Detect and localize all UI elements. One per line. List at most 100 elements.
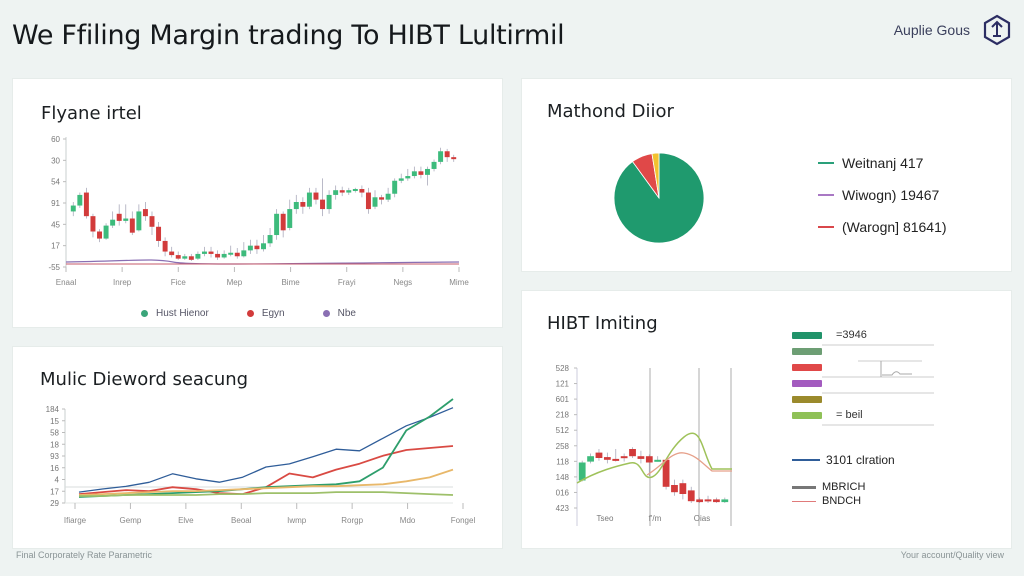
brand-name: Auplie Gous <box>893 22 970 38</box>
svg-text:Enaal: Enaal <box>56 278 77 287</box>
svg-text:512: 512 <box>556 426 570 435</box>
svg-text:18: 18 <box>50 440 59 449</box>
svg-text:60: 60 <box>51 135 60 144</box>
legend-line-icon <box>792 500 816 502</box>
legend-swatch-icon <box>792 379 822 387</box>
svg-text:148: 148 <box>556 473 570 482</box>
footer-right[interactable]: Your account/Quality view <box>900 550 1004 560</box>
svg-text:528: 528 <box>556 364 570 373</box>
svg-text:258: 258 <box>556 442 570 451</box>
legend-label: MBRICH <box>822 481 866 493</box>
svg-text:016: 016 <box>556 488 570 497</box>
svg-text:Oias: Oias <box>694 514 710 523</box>
legend-dot-icon <box>141 310 148 317</box>
svg-text:601: 601 <box>556 395 570 404</box>
svg-text:91: 91 <box>51 199 60 208</box>
svg-text:Rorgp: Rorgp <box>341 516 363 525</box>
legend-dot-icon <box>246 310 254 317</box>
svg-text:Mep: Mep <box>227 278 243 287</box>
svg-text:f'/m: f'/m <box>649 514 662 523</box>
svg-text:218: 218 <box>556 411 570 420</box>
line-chart[interactable]: 184 15 58 18 93 16 4 17 29 Ifiarge Gemp Elve Beoal Iw… <box>13 347 504 550</box>
legend-label: Nbe <box>337 308 356 319</box>
svg-text:Iwmp: Iwmp <box>287 516 307 525</box>
svg-text:Inrep: Inrep <box>113 278 132 287</box>
svg-text:Frayi: Frayi <box>338 278 356 287</box>
legend-item: 3101 clration <box>792 453 895 467</box>
legend-label: Egyn <box>261 308 285 319</box>
legend-bar-row: =3946 <box>792 327 942 343</box>
legend-bar-row <box>792 359 942 375</box>
svg-text:30: 30 <box>51 156 60 165</box>
svg-text:54: 54 <box>51 178 60 187</box>
svg-text:-55: -55 <box>48 263 60 272</box>
legend-item: MBRICH <box>792 481 895 493</box>
legend-bar-row <box>792 375 942 391</box>
legend-label: Wiwogn) 19467 <box>842 187 940 203</box>
legend-swatch-icon <box>792 347 822 355</box>
footer-left: Final Corporately Rate Parametric <box>16 550 153 560</box>
bar-legend: =3946 = beil <box>792 327 942 423</box>
hibt-chart[interactable]: 528 121 601 218 512 258 118 148 016 423 Tseo f'/m Oi… <box>522 291 1013 550</box>
svg-text:29: 29 <box>50 499 59 508</box>
svg-text:121: 121 <box>556 380 570 389</box>
svg-text:184: 184 <box>46 405 60 414</box>
svg-text:45: 45 <box>51 220 60 229</box>
svg-text:Mdo: Mdo <box>400 516 416 525</box>
panel-title: Flyane irtel <box>41 103 142 124</box>
svg-text:118: 118 <box>556 457 569 466</box>
svg-text:16: 16 <box>50 464 59 473</box>
pie-panel: Mathond Diior Weitnanj 417 Wiwogn) 19467… <box>521 78 1012 272</box>
svg-text:15: 15 <box>50 417 59 426</box>
brand[interactable]: Auplie Gous <box>894 14 1012 46</box>
svg-text:423: 423 <box>556 504 570 513</box>
pie-chart[interactable] <box>522 79 1013 273</box>
svg-text:Ifiarge: Ifiarge <box>64 516 87 525</box>
legend-line-icon <box>818 194 834 196</box>
svg-text:Gemp: Gemp <box>120 516 142 525</box>
chart-legend: Hust Hienor Egyn Nbe <box>141 308 356 319</box>
legend-swatch-icon <box>792 331 822 339</box>
svg-text:Mime: Mime <box>449 278 469 287</box>
legend-line-icon <box>792 459 820 461</box>
svg-text:Tseo: Tseo <box>597 514 614 523</box>
legend-bar-row: = beil <box>792 407 942 423</box>
legend-label: Hust Hienor <box>156 308 209 319</box>
legend-label: Weitnanj 417 <box>842 155 924 171</box>
legend-label: = beil <box>836 409 863 421</box>
legend-swatch-icon <box>792 363 822 371</box>
svg-text:58: 58 <box>50 429 59 438</box>
legend-label: =3946 <box>836 329 867 341</box>
candlestick-chart[interactable]: 60 30 54 91 45 17 -55 Enaal Inrep Fice Mep Bime Fray… <box>13 79 504 329</box>
legend-dot-icon <box>322 310 330 317</box>
svg-text:Negs: Negs <box>394 278 413 287</box>
legend-bar-row <box>792 343 942 359</box>
candlestick-panel: Flyane irtel 60 30 54 91 45 17 -55 Enaal Inrep Fi… <box>12 78 503 328</box>
legend-line-icon <box>818 162 834 164</box>
svg-text:17: 17 <box>51 242 60 251</box>
legend-label: 3101 clration <box>826 453 895 467</box>
legend-line-icon <box>792 485 816 489</box>
legend-swatch-icon <box>792 395 822 403</box>
legend-label: (Warogn] 81641) <box>842 219 947 235</box>
svg-text:4: 4 <box>55 476 60 485</box>
svg-text:Elve: Elve <box>178 516 194 525</box>
panel-title: Mathond Diior <box>547 101 674 122</box>
legend-bar-row <box>792 391 942 407</box>
legend-line-icon <box>818 226 834 228</box>
svg-text:Fongel: Fongel <box>451 516 476 525</box>
legend-label: BNDCH <box>822 495 862 507</box>
svg-text:17: 17 <box>50 487 59 496</box>
pie-legend-item: Wiwogn) 19467 <box>818 179 947 211</box>
svg-text:Beoal: Beoal <box>231 516 252 525</box>
hexagon-logo-icon <box>982 14 1012 46</box>
svg-text:Bime: Bime <box>281 278 300 287</box>
legend-item: BNDCH <box>792 495 895 507</box>
legend-swatch-icon <box>792 411 822 419</box>
hibt-panel: HIBT Imiting 528 121 601 218 512 258 118 148 016… <box>521 290 1012 549</box>
page-title: We Ffiling Margin trading To HIBT Lultir… <box>12 20 565 51</box>
pie-legend: Weitnanj 417 Wiwogn) 19467 (Warogn] 8164… <box>818 147 947 243</box>
svg-text:93: 93 <box>50 452 59 461</box>
line-legend: 3101 clration MBRICH BNDCH <box>792 453 895 507</box>
multi-line-panel: Mulic Dieword seacung 184 15 58 18 93 16 4 17 29… <box>12 346 503 549</box>
